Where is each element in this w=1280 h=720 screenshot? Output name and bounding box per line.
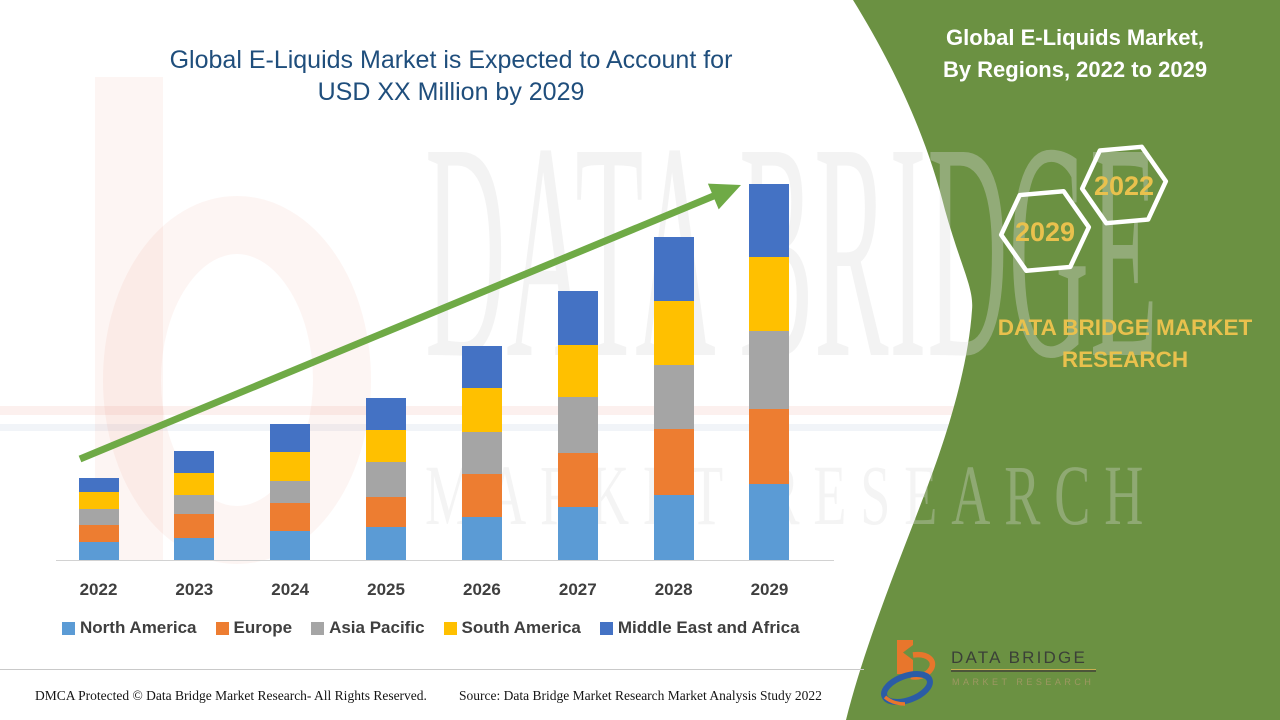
x-axis-label-2026: 2026: [463, 580, 501, 599]
bar-2022-north-america: [78, 542, 119, 560]
source-text: Source: Data Bridge Market Research Mark…: [459, 688, 822, 703]
bar-2026-asia-pacific: [461, 432, 502, 474]
logo-sub-wordmark: MARKET RESEARCH: [952, 677, 1095, 687]
watermark-databridge: DATA BRIDGE: [425, 80, 1159, 423]
logo-b-tail: [883, 695, 906, 706]
bar-2022-middle-east-and-africa: [78, 478, 119, 492]
x-axis-label-2025: 2025: [367, 580, 405, 599]
watermark-blue-band: [0, 424, 1280, 431]
legend-label: South America: [461, 618, 581, 637]
bar-2028-south-america: [653, 301, 694, 365]
hexagon-2022-label: 2022: [1094, 171, 1154, 201]
bar-2024-middle-east-and-africa: [270, 424, 311, 452]
legend-item-north-america: North America: [62, 618, 197, 638]
x-axis-label-2023: 2023: [175, 580, 214, 599]
x-axis-label-2028: 2028: [654, 580, 693, 599]
bar-2027-south-america: [557, 345, 598, 397]
legend-label: North America: [80, 618, 197, 637]
legend-swatch: [311, 621, 325, 635]
bar-2023-middle-east-and-africa: [174, 451, 215, 473]
x-axis-line: [56, 560, 834, 561]
bar-2028-asia-pacific: [653, 365, 694, 429]
panel-heading: Global E-Liquids Market, By Regions, 202…: [942, 25, 1208, 82]
legend-item-europe: Europe: [215, 618, 293, 638]
bar-2027-asia-pacific: [557, 397, 598, 453]
bar-2026-south-america: [461, 388, 502, 432]
legend-swatch: [62, 621, 75, 635]
bar-2029-europe: [749, 409, 790, 484]
bar-2024-north-america: [270, 531, 311, 560]
bar-2027-middle-east-and-africa: [557, 291, 598, 345]
logo-wordmark: DATA BRIDGE: [951, 648, 1087, 667]
bar-2029-south-america: [749, 257, 790, 331]
hexagon-2029: [998, 188, 1092, 274]
bar-2028-europe: [653, 429, 694, 495]
bar-2026-europe: [461, 474, 502, 517]
x-axis-label-2029: 2029: [750, 580, 789, 599]
bar-2025-europe: [366, 497, 407, 527]
bar-2027-europe: [557, 453, 598, 507]
legend-label: Asia Pacific: [329, 618, 425, 637]
x-axis-label-2022: 2022: [79, 580, 118, 599]
bar-2023-europe: [174, 514, 215, 538]
legend-item-south-america: South America: [443, 618, 581, 638]
bar-2022-asia-pacific: [78, 509, 119, 525]
bar-2029-asia-pacific: [749, 331, 790, 409]
bar-2025-north-america: [366, 527, 407, 560]
hexagon-2022: [1079, 144, 1169, 226]
brand-heading: DATA BRIDGE MARKET RESEARCH: [997, 315, 1253, 372]
bar-2028-north-america: [653, 495, 694, 560]
bar-2025-asia-pacific: [366, 462, 407, 497]
dmca-text: DMCA Protected © Data Bridge Market Rese…: [35, 688, 427, 703]
logo-b-swoosh: [881, 671, 933, 705]
bar-2025-south-america: [366, 430, 407, 462]
x-axis-label-2027: 2027: [558, 580, 597, 599]
legend-item-middle-east-and-africa: Middle East and Africa: [599, 618, 800, 638]
bar-2022-south-america: [78, 492, 119, 509]
bar-2023-asia-pacific: [174, 495, 215, 514]
bar-2023-north-america: [174, 538, 215, 560]
bar-2025-middle-east-and-africa: [366, 398, 407, 430]
legend-label: Middle East and Africa: [617, 618, 800, 637]
bar-2029-middle-east-and-africa: [749, 184, 790, 257]
bar-2024-asia-pacific: [270, 481, 311, 503]
logo-b-stem: [897, 640, 913, 674]
bar-2027-north-america: [557, 507, 598, 560]
bar-2026-middle-east-and-africa: [461, 346, 502, 388]
bar-2022-europe: [78, 525, 119, 542]
legend-swatch: [599, 621, 613, 635]
watermark-pink-band: [0, 406, 1280, 415]
legend-swatch: [443, 621, 457, 635]
bar-2024-europe: [270, 503, 311, 531]
bar-2028-middle-east-and-africa: [653, 237, 694, 301]
bar-2029-north-america: [749, 484, 790, 560]
chart-legend: North America Europe Asia Pacific South Ame…: [62, 618, 800, 638]
bar-2023-south-america: [174, 473, 215, 495]
bar-2024-south-america: [270, 452, 311, 481]
chart-title: Global E-Liquids Market is Expected to A…: [169, 46, 733, 106]
legend-label: Europe: [233, 618, 293, 637]
x-axis-label-2024: 2024: [271, 580, 310, 599]
legend-item-asia-pacific: Asia Pacific: [311, 618, 425, 638]
hexagon-2029-label: 2029: [1015, 217, 1075, 247]
logo-underline: [951, 669, 1096, 672]
legend-swatch: [215, 621, 229, 635]
bar-2026-north-america: [461, 517, 502, 560]
footer-divider: [0, 669, 864, 670]
